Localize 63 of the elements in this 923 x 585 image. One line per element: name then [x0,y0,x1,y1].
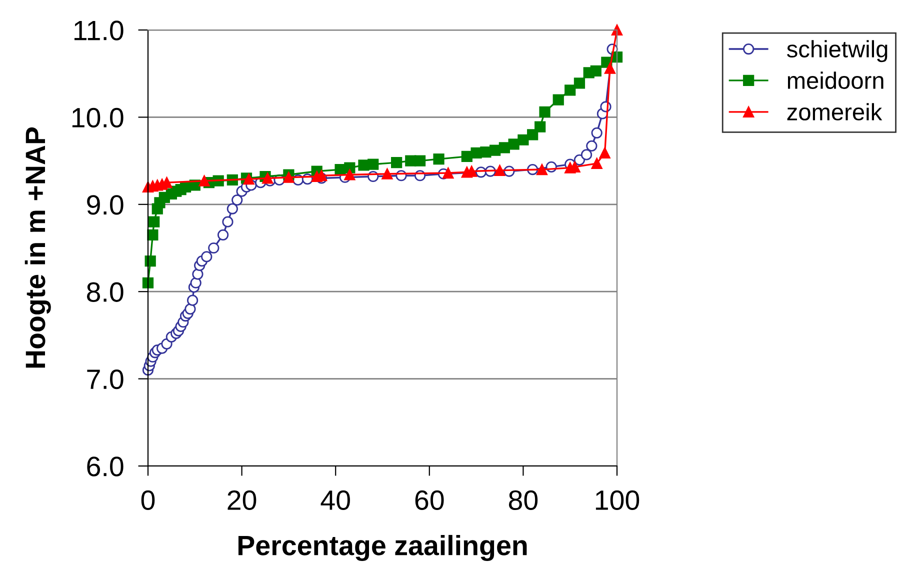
point [442,167,454,179]
x-tick-label: 100 [596,490,640,510]
point [590,65,602,77]
point [574,78,586,89]
point [604,62,616,74]
point [368,158,379,170]
x-tick-label: 40 [320,490,350,510]
point [187,294,198,306]
point [433,154,444,165]
point [498,142,510,154]
x-tick-label: 0 [141,490,155,510]
y-tick-label: 11.0 [74,20,124,40]
point [391,156,402,168]
point [243,174,254,185]
point [217,229,229,240]
point [539,106,550,118]
legend-label: zomereik [787,103,882,120]
legend-label: meidoorn [788,72,884,89]
point [192,268,204,280]
x-tick-label: 80 [508,490,538,510]
y-tick-label: 10.0 [72,108,124,128]
x-tick-label: 20 [228,490,256,510]
x-axis-title: Percentage zaailingen [238,534,527,561]
point [147,229,158,240]
point [580,149,592,160]
point [382,168,393,180]
point [591,127,602,138]
point [226,203,238,214]
point [414,155,426,166]
point [283,172,294,183]
point [344,162,356,174]
point [508,138,520,150]
point [405,155,416,166]
point [190,277,202,288]
point [232,194,243,206]
point [344,169,356,180]
y-axis-title: Hoogte in m +NAP [24,127,51,368]
point [262,172,274,184]
point [586,140,598,152]
point [518,134,529,146]
point [536,164,548,176]
point [611,24,623,36]
point [198,175,210,186]
point [201,251,212,262]
point [208,242,220,254]
x-tick-label: 60 [415,490,444,510]
point [527,129,538,140]
point [148,216,160,228]
point [494,164,506,176]
legend-label: schietwilg [787,40,888,62]
point [144,256,156,267]
point [222,216,234,228]
y-tick-label: 6.0 [87,456,124,476]
y-tick-label: 9.0 [87,195,124,215]
point [142,277,154,288]
point [591,158,602,169]
point [552,94,564,106]
point [184,303,196,315]
point [599,147,610,159]
y-tick-label: 7.0 [87,369,124,390]
point [534,121,546,132]
point [564,84,576,96]
y-tick-label: 8.0 [86,282,124,302]
